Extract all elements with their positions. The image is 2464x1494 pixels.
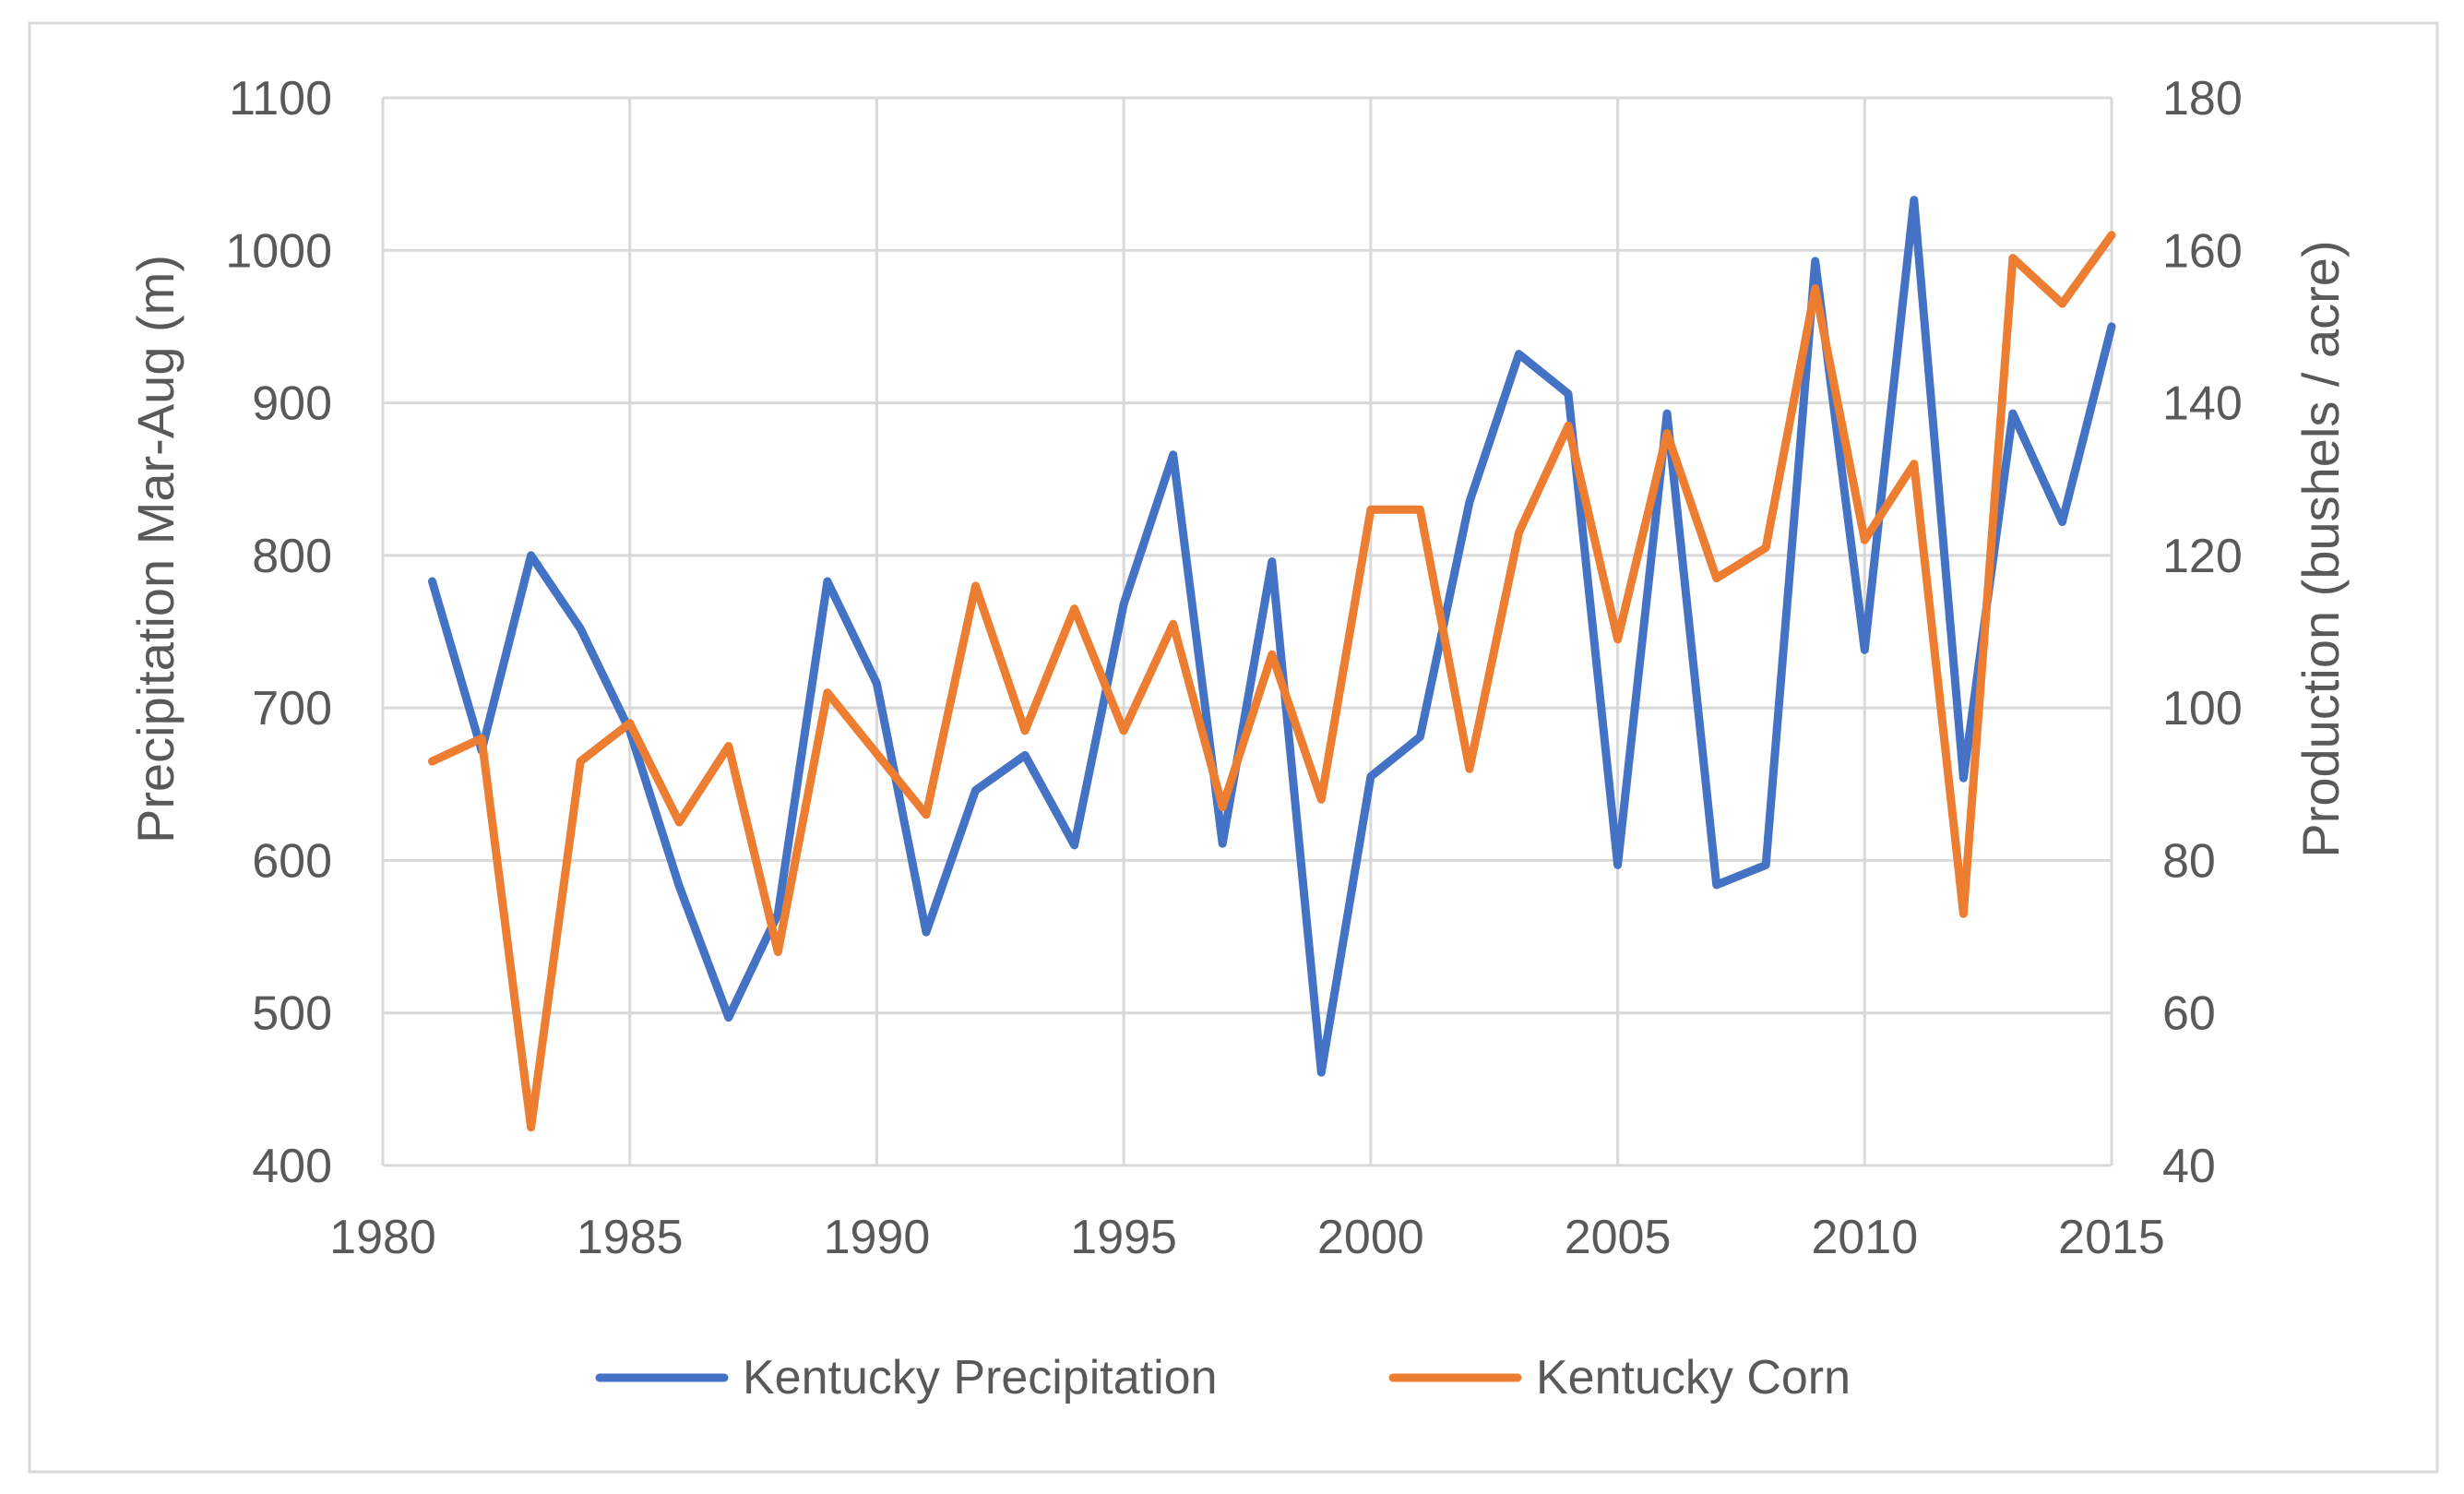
legend: Kentucky Precipitation Kentucky Corn [595,1351,1851,1404]
y2-tick-label: 180 [2162,72,2243,125]
y-tick-label: 500 [252,987,332,1041]
x-tick-label: 1980 [329,1211,436,1264]
y-axis-ticks: 400 500 600 700 800 900 1000 1100 [225,72,332,1193]
x-tick-label: 2015 [2058,1211,2165,1264]
y-tick-label: 900 [252,377,332,431]
x-tick-label: 2000 [1317,1211,1424,1264]
y-tick-label: 800 [252,530,332,583]
chart-frame [28,21,2439,1474]
y-tick-label: 1100 [229,72,332,125]
x-tick-label: 1995 [1070,1211,1177,1264]
x-tick-label: 1990 [824,1211,931,1264]
gridlines [381,96,2113,1167]
y-axis-title: Precipitation Mar-Aug (m) [126,255,185,843]
y2-tick-label: 60 [2162,987,2216,1041]
y-tick-label: 600 [252,834,332,888]
y-tick-label: 700 [252,682,332,735]
y2-axis-title: Production (bushels / acre) [2291,240,2350,857]
y2-tick-label: 140 [2162,377,2243,431]
y2-tick-label: 100 [2162,682,2243,735]
y2-tick-label: 160 [2162,224,2243,278]
series-lines [428,196,2116,1132]
y-tick-label: 400 [252,1140,332,1193]
x-axis-ticks: 1980 1985 1990 1995 2000 2005 2010 2015 [329,1211,2165,1264]
x-tick-label: 2010 [1811,1211,1918,1264]
x-tick-label: 2005 [1565,1211,1672,1264]
x-tick-label: 1985 [577,1211,684,1264]
y2-tick-label: 80 [2162,834,2216,888]
y2-tick-label: 120 [2162,530,2243,583]
series-line-kentucky-corn [428,231,2116,1132]
y2-axis-ticks: 40 60 80 100 120 140 160 180 [2162,72,2243,1193]
y-tick-label: 1000 [225,224,332,278]
legend-label-precipitation: Kentucky Precipitation [743,1351,1218,1404]
y2-tick-label: 40 [2162,1140,2216,1193]
legend-label-corn: Kentucky Corn [1536,1351,1851,1404]
